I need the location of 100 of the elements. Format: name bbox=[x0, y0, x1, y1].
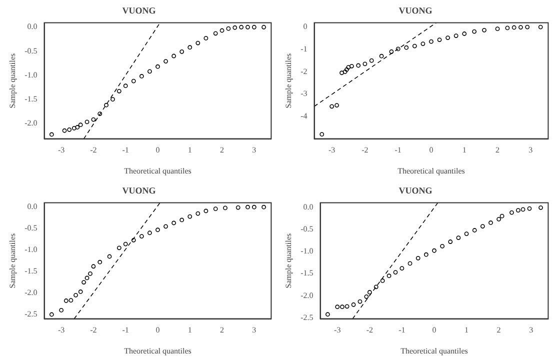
chart-title: VUONG bbox=[122, 6, 156, 16]
x-tick-label: 2 bbox=[496, 326, 501, 335]
point bbox=[379, 54, 384, 58]
x-tick-label: 0 bbox=[156, 326, 160, 335]
point bbox=[188, 214, 192, 219]
x-tick-label: 1 bbox=[188, 326, 192, 335]
point bbox=[88, 271, 92, 276]
point bbox=[84, 120, 90, 124]
point bbox=[78, 122, 83, 128]
point bbox=[262, 204, 266, 210]
chart-title: VUONG bbox=[398, 6, 432, 16]
point bbox=[432, 248, 436, 253]
y-tick-label: -1.5 bbox=[24, 94, 38, 104]
point bbox=[462, 32, 467, 36]
point bbox=[213, 206, 218, 212]
point bbox=[213, 31, 218, 36]
point bbox=[325, 312, 330, 317]
point bbox=[104, 102, 108, 108]
x-tick-label: -1 bbox=[394, 146, 402, 155]
point bbox=[67, 127, 72, 132]
point bbox=[172, 54, 176, 58]
point bbox=[62, 128, 67, 133]
point bbox=[75, 125, 80, 130]
point bbox=[116, 88, 122, 94]
point bbox=[172, 220, 176, 226]
point bbox=[340, 70, 344, 76]
point bbox=[538, 24, 543, 30]
point bbox=[362, 62, 368, 66]
point bbox=[239, 24, 244, 30]
y-tick-label: -1.0 bbox=[300, 246, 314, 256]
point bbox=[520, 207, 526, 212]
point bbox=[84, 276, 90, 280]
point bbox=[139, 234, 144, 239]
point bbox=[350, 64, 354, 68]
point bbox=[412, 44, 417, 48]
point bbox=[389, 49, 394, 54]
x-tick-label: -3 bbox=[58, 326, 65, 335]
point bbox=[400, 266, 404, 271]
y-axis-title: Sample quantiles bbox=[8, 233, 17, 288]
x-tick-label: -3 bbox=[328, 146, 336, 155]
x-tick-label: -2 bbox=[362, 146, 368, 155]
point bbox=[456, 236, 461, 240]
point bbox=[364, 294, 369, 299]
x-tick-label: -3 bbox=[58, 146, 65, 155]
point bbox=[393, 270, 398, 275]
point bbox=[246, 204, 250, 210]
point bbox=[156, 64, 160, 69]
x-tick-label: -2 bbox=[90, 326, 97, 335]
point bbox=[512, 25, 516, 30]
x-tick-label: 3 bbox=[528, 146, 533, 155]
point bbox=[488, 220, 493, 225]
y-tick-label: -0.5 bbox=[24, 46, 38, 56]
point bbox=[525, 24, 530, 30]
x-tick-label: -1 bbox=[122, 326, 129, 335]
point bbox=[448, 240, 453, 244]
y-tick-label: 0.0 bbox=[303, 202, 314, 212]
point bbox=[91, 264, 96, 269]
point bbox=[156, 228, 160, 232]
point bbox=[480, 224, 485, 228]
chart-title: VUONG bbox=[398, 186, 432, 196]
y-tick-label: 0 bbox=[303, 22, 308, 32]
point bbox=[320, 132, 324, 137]
x-tick-label: 3 bbox=[252, 326, 256, 335]
x-tick-label: 0 bbox=[429, 146, 434, 155]
x-tick-label: -3 bbox=[334, 326, 341, 335]
point bbox=[386, 274, 392, 278]
x-tick-label: -1 bbox=[398, 326, 406, 335]
point bbox=[246, 24, 250, 30]
y-tick-label: -4 bbox=[300, 112, 308, 121]
y-tick-label: -2.5 bbox=[300, 313, 314, 322]
point bbox=[516, 208, 520, 213]
y-tick-label: -2.0 bbox=[24, 118, 38, 128]
point bbox=[64, 298, 68, 303]
point bbox=[223, 206, 228, 210]
x-axis-title: Theoretical quantiles bbox=[400, 346, 468, 356]
y-tick-label: -0.5 bbox=[24, 224, 38, 233]
point bbox=[262, 24, 266, 30]
point bbox=[131, 78, 136, 84]
point bbox=[204, 36, 208, 40]
x-tick-label: -2 bbox=[90, 146, 97, 155]
x-tick-label: 1 bbox=[188, 146, 192, 155]
y-tick-label: -2 bbox=[300, 66, 308, 76]
point bbox=[374, 284, 378, 290]
point bbox=[110, 97, 115, 102]
point bbox=[180, 49, 184, 54]
point bbox=[454, 34, 458, 38]
x-tick-label: 3 bbox=[529, 326, 534, 335]
point bbox=[510, 210, 514, 215]
point bbox=[236, 205, 240, 210]
x-tick-label: 0 bbox=[432, 326, 436, 335]
point bbox=[232, 25, 238, 30]
point bbox=[196, 40, 200, 46]
point bbox=[196, 211, 200, 216]
point bbox=[446, 36, 450, 40]
point bbox=[500, 214, 504, 218]
x-tick-label: 1 bbox=[462, 146, 466, 155]
point bbox=[527, 206, 532, 211]
point bbox=[78, 290, 83, 294]
point bbox=[107, 254, 112, 259]
point bbox=[367, 290, 372, 294]
